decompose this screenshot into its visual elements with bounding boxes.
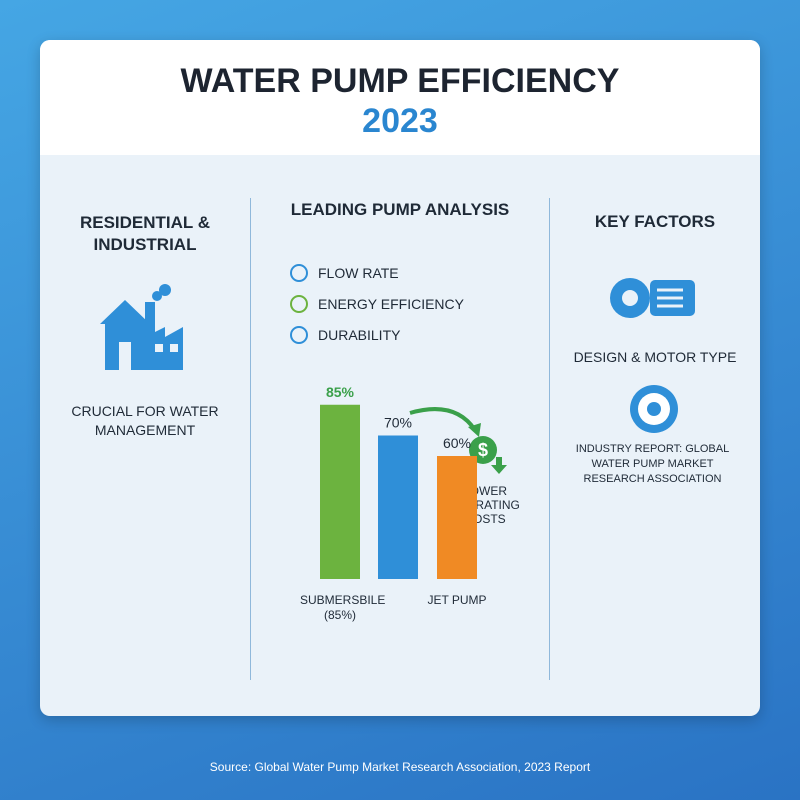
year: 2023 xyxy=(362,102,438,140)
motor-icon xyxy=(610,278,695,318)
factor-label: DURABILITY xyxy=(318,327,401,343)
factor: ENERGY EFFICIENCY xyxy=(290,295,464,313)
factor: DURABILITY xyxy=(290,326,400,344)
factor-icon xyxy=(290,295,308,313)
divider xyxy=(250,198,251,680)
category-label: SUBMERSBILE (85%) xyxy=(300,593,386,622)
left-heading: RESIDENTIAL & INDUSTRIAL xyxy=(79,213,211,254)
bar-chart: 85% SUBMERSBILE (85%) 70% 60% JET PUMP xyxy=(300,384,487,622)
factor: FLOW RATE xyxy=(290,264,399,282)
category-text: JET PUMP xyxy=(427,593,487,607)
factor-icon xyxy=(290,264,308,282)
divider xyxy=(549,198,550,680)
report-icon xyxy=(630,385,678,433)
header xyxy=(40,40,760,155)
center-heading: LEADING PUMP ANALYSIS xyxy=(290,200,510,219)
report: INDUSTRY REPORT: GLOBAL WATER PUMP MARKE… xyxy=(575,443,730,485)
right-item: DESIGN & MOTOR TYPE xyxy=(573,349,737,365)
bar xyxy=(378,435,418,579)
source: Source: Global Water Pump Market Researc… xyxy=(209,760,591,774)
card xyxy=(40,40,760,716)
bar xyxy=(320,404,360,579)
factor-label: FLOW RATE xyxy=(318,265,399,281)
left-caption: CRUCIAL FOR WATER MANAGEMENT xyxy=(71,403,219,438)
title: WATER PUMP EFFICIENCY xyxy=(180,62,620,100)
value-label: 60% xyxy=(443,435,471,451)
category-label: JET PUMP xyxy=(427,593,487,607)
bar xyxy=(437,456,477,579)
factory-icon xyxy=(100,284,183,370)
factor-label: ENERGY EFFICIENCY xyxy=(318,296,464,312)
value-label: 85% xyxy=(326,384,355,400)
category-text: SUBMERSBILE (85%) xyxy=(300,593,386,622)
svg-text:$: $ xyxy=(478,440,488,460)
factor-icon xyxy=(290,326,308,344)
value-label: 70% xyxy=(384,415,412,431)
right-heading: KEY FACTORS xyxy=(594,212,716,231)
